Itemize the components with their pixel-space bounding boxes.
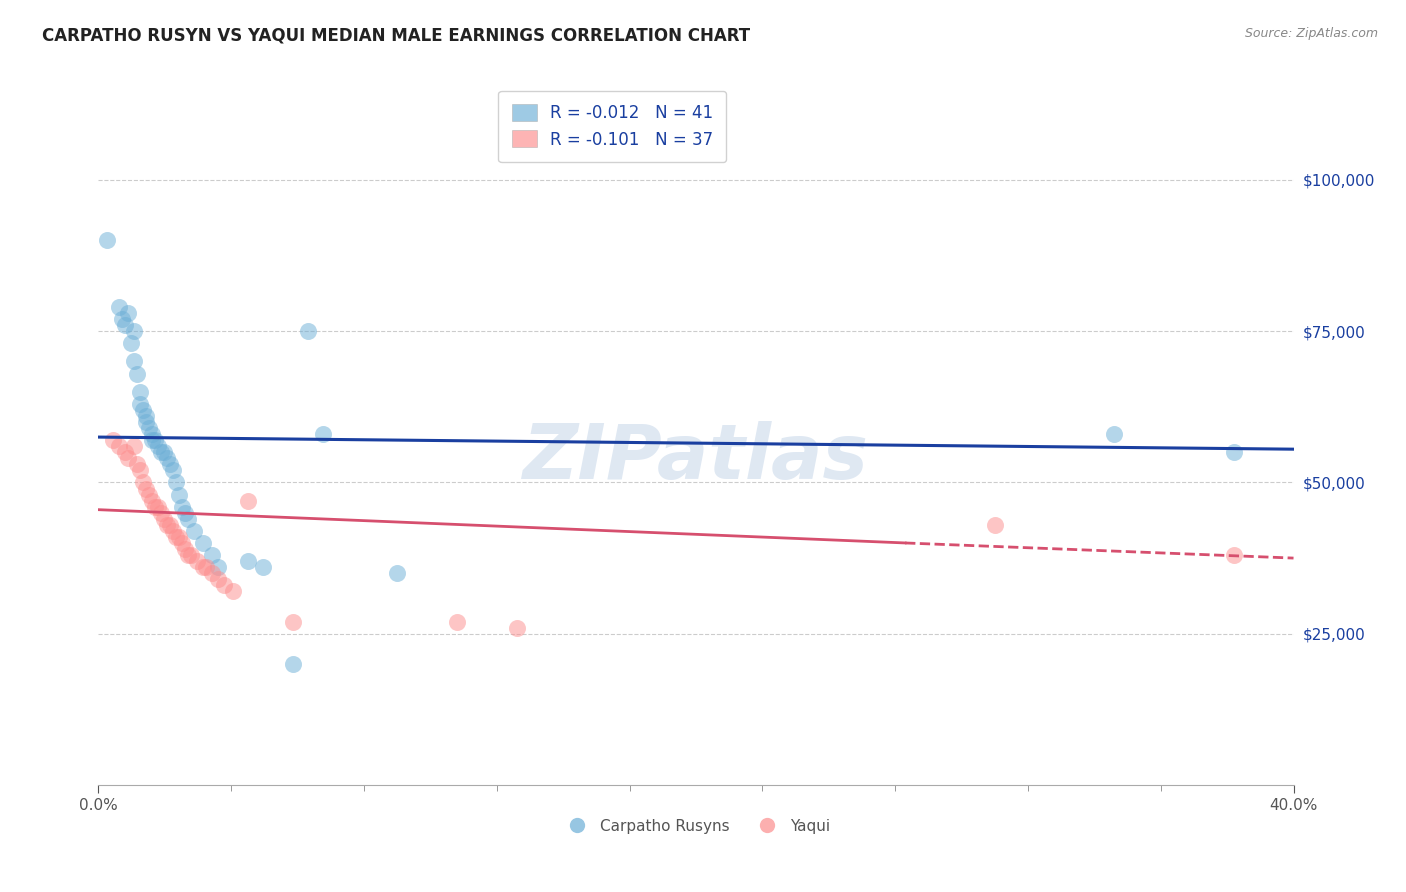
Point (138, 487, 160, 501)
Point (111, 312, 134, 326)
Point (186, 554, 208, 568)
Point (153, 445, 176, 459)
Point (108, 300, 131, 314)
Point (132, 475, 155, 490)
Point (222, 584, 245, 599)
Point (124, 324, 146, 338)
Point (506, 621, 529, 635)
Point (165, 530, 187, 544)
Point (96, 234, 118, 248)
Point (191, 560, 214, 574)
Point (135, 482, 157, 496)
Point (172, 500, 194, 514)
Point (195, 560, 218, 574)
Point (311, 427, 333, 442)
Point (252, 560, 274, 574)
Point (201, 548, 224, 562)
Point (1223, 548, 1246, 562)
Point (385, 566, 409, 581)
Point (201, 566, 224, 581)
Point (156, 451, 179, 466)
Point (207, 560, 229, 574)
Point (191, 536, 214, 550)
Point (150, 506, 173, 520)
Point (117, 451, 139, 466)
Point (129, 384, 152, 399)
Point (150, 445, 173, 459)
Point (108, 439, 131, 453)
Point (141, 493, 163, 508)
Point (153, 512, 176, 526)
Point (297, 324, 319, 338)
Point (172, 536, 194, 550)
Point (167, 487, 190, 501)
Point (207, 572, 229, 586)
Point (127, 458, 149, 472)
Point (281, 615, 304, 629)
Point (446, 615, 468, 629)
Point (183, 524, 205, 538)
Point (114, 318, 136, 333)
Point (143, 433, 166, 447)
Point (124, 354, 146, 368)
Point (212, 578, 235, 592)
Text: ZIPatlas: ZIPatlas (523, 421, 869, 495)
Point (148, 500, 170, 514)
Point (138, 421, 160, 435)
Point (159, 517, 181, 532)
Point (132, 402, 155, 417)
Point (180, 548, 202, 562)
Point (165, 475, 187, 490)
Point (103, 433, 125, 447)
Point (174, 506, 197, 520)
Point (141, 433, 163, 447)
Point (1223, 445, 1246, 459)
Point (162, 463, 184, 477)
Point (141, 427, 163, 442)
Point (1104, 427, 1126, 442)
Point (129, 397, 152, 411)
Point (124, 439, 146, 453)
Point (236, 554, 259, 568)
Point (148, 439, 170, 453)
Point (174, 541, 197, 556)
Point (984, 517, 1007, 532)
Point (281, 657, 304, 671)
Text: Source: ZipAtlas.com: Source: ZipAtlas.com (1244, 27, 1378, 40)
Point (143, 500, 166, 514)
Point (159, 458, 181, 472)
Point (114, 445, 136, 459)
Point (177, 512, 200, 526)
Point (129, 463, 152, 477)
Point (167, 530, 190, 544)
Point (117, 306, 139, 320)
Text: CARPATHO RUSYN VS YAQUI MEDIAN MALE EARNINGS CORRELATION CHART: CARPATHO RUSYN VS YAQUI MEDIAN MALE EARN… (42, 27, 751, 45)
Point (236, 493, 259, 508)
Point (162, 524, 184, 538)
Point (177, 548, 200, 562)
Point (135, 409, 157, 423)
Point (127, 367, 149, 381)
Legend: Carpatho Rusyns, Yaqui: Carpatho Rusyns, Yaqui (555, 813, 837, 840)
Point (135, 415, 157, 429)
Point (120, 336, 142, 351)
Point (156, 517, 179, 532)
